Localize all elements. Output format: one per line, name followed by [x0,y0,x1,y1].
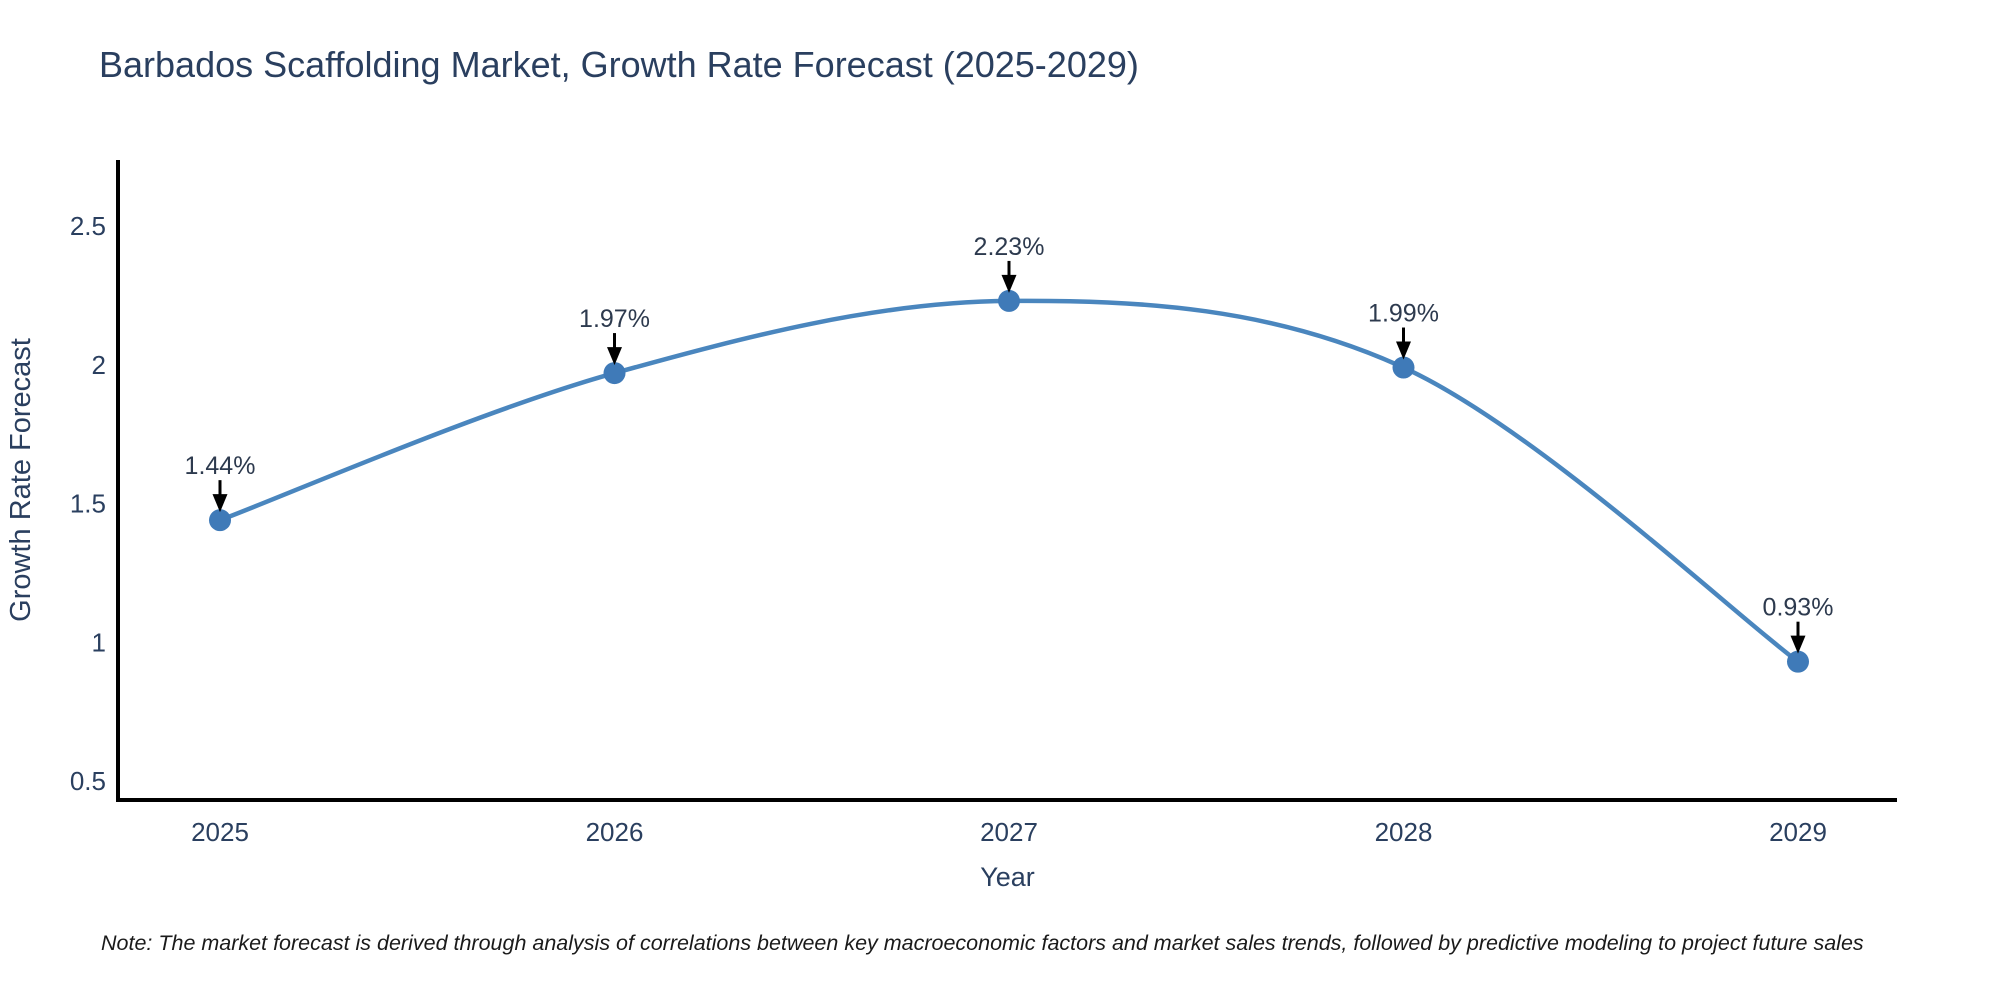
x-axis-title: Year [980,862,1035,892]
y-tick-label: 1.5 [70,489,106,519]
annotation-arrowhead-icon [1001,274,1017,293]
y-tick-label: 0.5 [70,766,106,796]
data-point-2028 [1392,356,1415,379]
x-tick-label: 2027 [980,817,1038,847]
x-tick-label: 2029 [1769,817,1827,847]
data-point-2025 [209,509,231,532]
annotation-arrowhead-icon [212,494,228,513]
chart-title: Barbados Scaffolding Market, Growth Rate… [99,44,1139,85]
data-point-2026 [603,362,626,385]
point-annotation-label: 1.97% [579,305,650,333]
annotation-arrowhead-icon [1790,635,1806,654]
annotation-arrowhead-icon [1396,341,1411,360]
point-annotation-label: 1.44% [185,452,256,480]
point-annotation-label: 1.99% [1368,300,1439,328]
y-tick-label: 2 [92,350,106,380]
x-tick-label: 2026 [586,817,644,847]
y-axis-title: Growth Rate Forecast [5,338,37,622]
footnote: Note: The market forecast is derived thr… [101,931,1864,955]
y-tick-label: 2.5 [70,211,106,241]
x-tick-label: 2025 [191,817,249,847]
point-annotation-label: 0.93% [1763,594,1834,622]
data-point-2029 [1787,650,1809,673]
trend-line [217,298,1801,664]
point-annotation-label: 2.23% [974,233,1045,261]
data-point-2027 [998,289,1020,312]
x-tick-label: 2028 [1375,817,1433,847]
annotation-arrowhead-icon [607,347,622,366]
y-tick-label: 1 [92,627,106,657]
